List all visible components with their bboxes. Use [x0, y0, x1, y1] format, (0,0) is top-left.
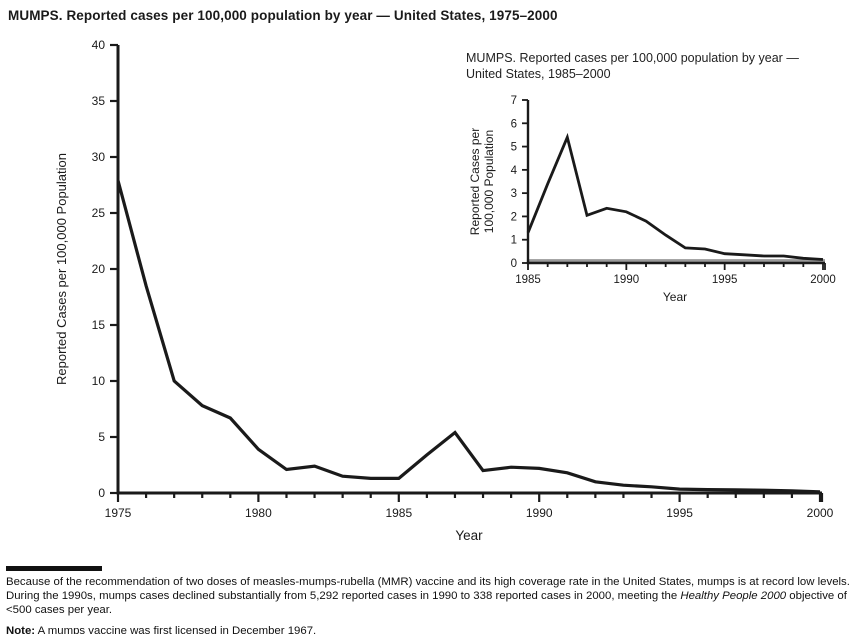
y-tick-label: 1 — [511, 235, 517, 247]
x-tick-label: 1975 — [105, 506, 132, 520]
footnote-italic-title: Healthy People 2000 — [680, 590, 787, 603]
note-text: A mumps vaccine was first licensed in De… — [35, 625, 317, 634]
y-tick-label: 3 — [511, 188, 517, 200]
y-tick-label: 20 — [92, 262, 106, 276]
y-axis-title: Reported Cases per 100,000 Population — [54, 153, 69, 385]
footnote-part2: objective of <500 cases per year. — [6, 590, 847, 617]
inset-title-line1: MUMPS. Reported cases per 100,000 popula… — [466, 51, 799, 65]
data-line — [526, 132, 824, 261]
y-tick-label: 5 — [511, 142, 517, 154]
x-tick-label: 1995 — [666, 506, 693, 520]
x-tick-label: 1985 — [515, 274, 541, 286]
y-tick-label: 6 — [511, 118, 517, 130]
y-tick-label: 5 — [98, 430, 105, 444]
y-tick-label: 35 — [92, 94, 106, 108]
y-tick-label: 4 — [511, 165, 518, 177]
data-line — [116, 180, 821, 494]
y-tick-label: 30 — [92, 150, 106, 164]
inset-panel: MUMPS. Reported cases per 100,000 popula… — [455, 45, 855, 315]
x-tick-label: 1995 — [712, 274, 738, 286]
x-axis-title: Year — [663, 290, 687, 304]
page-title: MUMPS. Reported cases per 100,000 popula… — [8, 8, 558, 23]
y-tick-label: 25 — [92, 206, 106, 220]
y-tick-label: 2 — [511, 211, 517, 223]
y-axis-title: 100,000 Population — [482, 130, 496, 233]
y-tick-label: 7 — [511, 95, 517, 107]
x-tick-label: 1980 — [245, 506, 272, 520]
y-tick-label: 40 — [92, 38, 106, 52]
y-tick-label: 15 — [92, 318, 106, 332]
y-tick-label: 0 — [98, 486, 105, 500]
x-tick-label: 1990 — [526, 506, 553, 520]
x-tick-label: 2000 — [807, 506, 834, 520]
inset-title-line2: United States, 1985–2000 — [466, 67, 611, 82]
y-tick-label: 0 — [511, 258, 517, 270]
footnote-separator-rule — [6, 566, 102, 571]
footnote-text: Because of the recommendation of two dos… — [6, 575, 856, 617]
footnote-note: Note: A mumps vaccine was first licensed… — [6, 624, 856, 634]
y-tick-label: 10 — [92, 374, 106, 388]
inset-chart: 0 1 2 3 4 5 6 7 1985 1990 1995 2000 Year Reported Cas… — [468, 95, 836, 304]
x-tick-label: 1985 — [385, 506, 412, 520]
y-axis-title: Reported Cases per — [468, 128, 482, 235]
x-tick-label: 1990 — [614, 274, 640, 286]
note-label: Note: — [6, 625, 36, 634]
x-axis-title: Year — [455, 528, 483, 543]
inset-chart-title: MUMPS. Reported cases per 100,000 popula… — [466, 50, 799, 83]
footnote-part1: Because of the recommendation of two dos… — [6, 576, 850, 603]
footnote-block: Because of the recommendation of two dos… — [6, 566, 856, 634]
x-tick-label: 2000 — [810, 274, 836, 286]
